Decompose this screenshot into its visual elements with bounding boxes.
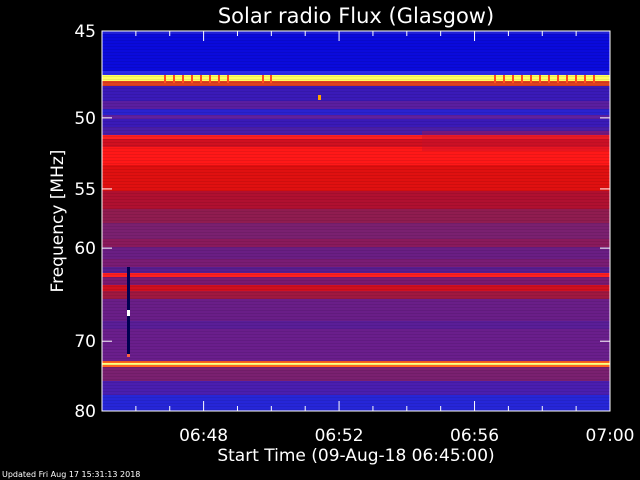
updated-timestamp: Updated Fri Aug 17 15:31:13 2018 <box>2 470 141 479</box>
y-tick-label: 45 <box>74 22 96 42</box>
y-tick-label: 70 <box>74 332 96 352</box>
x-axis-label: Start Time (09-Aug-18 06:45:00) <box>217 446 494 466</box>
y-axis: 45 50 55 60 70 80 <box>74 22 610 422</box>
y-axis-label: Frequency [MHz] <box>48 150 68 293</box>
y-tick-label: 50 <box>74 109 96 129</box>
spectrogram-heatmap <box>102 31 610 411</box>
plot-frame <box>101 30 611 412</box>
y-tick-label: 60 <box>74 239 96 259</box>
y-tick-label: 55 <box>74 180 96 200</box>
x-tick-label: 06:52 <box>315 426 364 446</box>
chart-title: Solar radio Flux (Glasgow) <box>218 4 494 28</box>
x-tick-label: 06:56 <box>450 426 499 446</box>
x-tick-label: 07:00 <box>586 426 635 446</box>
x-tick-label: 06:48 <box>179 426 228 446</box>
x-axis: 06:48 06:52 06:56 07:00 <box>135 31 635 446</box>
y-tick-label: 80 <box>74 402 96 422</box>
